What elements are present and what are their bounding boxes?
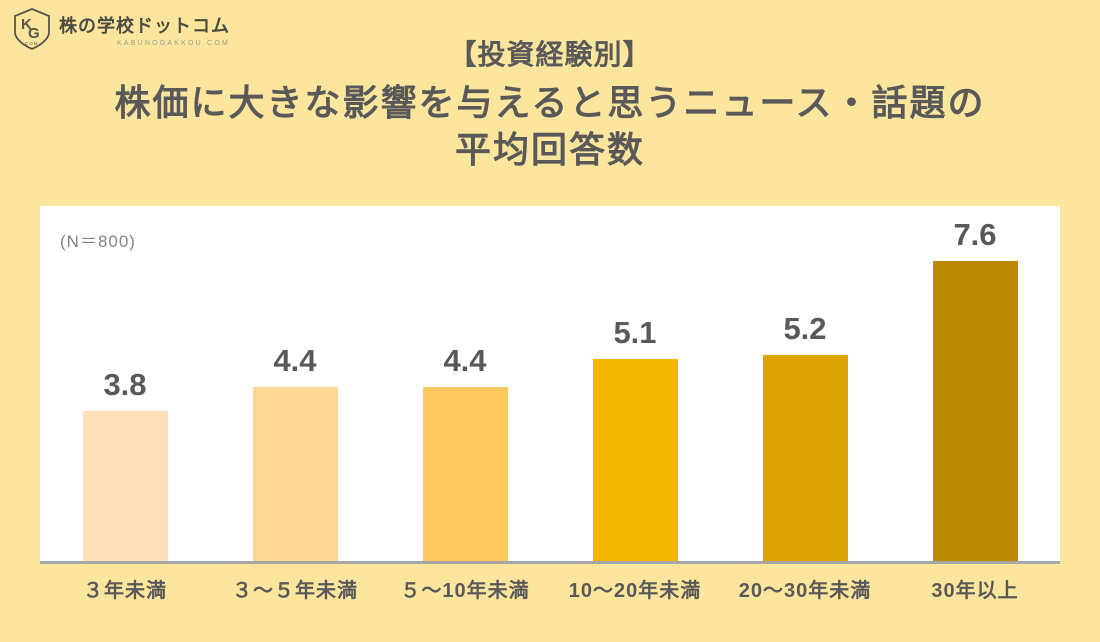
title-line2: 平均回答数 (454, 128, 645, 170)
logo-monogram-g: G (28, 25, 40, 42)
bar-value-label: 7.6 (953, 216, 997, 252)
logo-text-block: 株の学校ドットコム KABUNOGAKKOU.COM (59, 7, 230, 47)
bar-value-label: 4.4 (443, 343, 487, 379)
bar-column: 7.6 (890, 206, 1060, 561)
bar-column: 4.4 (210, 206, 380, 561)
bar (762, 355, 848, 561)
page: K G COM 株の学校ドットコム KABUNOGAKKOU.COM 【投資経験… (0, 0, 1100, 603)
bar-column: 4.4 (380, 206, 550, 561)
category-label: ５～10年未満 (400, 579, 530, 602)
bar (422, 387, 508, 561)
category-labels: ３年未満 ３～５年未満 ５～10年未満 10～20年未満 20～30年未満 30年以上 (40, 564, 1060, 603)
logo-monogram-com: COM (25, 41, 39, 46)
header: K G COM 株の学校ドットコム KABUNOGAKKOU.COM 【投資経験… (0, 0, 1100, 174)
bar-value-label: 3.8 (103, 366, 147, 402)
category-label: ３年未満 (83, 579, 167, 602)
logo-monogram-k: K (21, 16, 32, 33)
bar-column: 5.1 (550, 206, 720, 561)
page-title: 株価に大きな影響を与えると思うニュース・話題の 平均回答数 (0, 80, 1100, 174)
bar (592, 359, 678, 561)
bar-column: 5.2 (720, 206, 890, 561)
title-block: 【投資経験別】 株価に大きな影響を与えると思うニュース・話題の 平均回答数 (0, 0, 1100, 174)
sample-size-label: (N＝800) (60, 231, 136, 251)
bar-value-label: 4.4 (273, 343, 317, 379)
logo-title: 株の学校ドットコム (59, 16, 230, 36)
logo-subtitle: KABUNOGAKKOU.COM (117, 40, 230, 47)
chart-section: (N＝800) 3.8 4.4 4.4 5.1 5.2 7.6 ３年未満 ３～５年未満 ５～1… (0, 205, 1100, 603)
title-line1: 株価に大きな影響を与えると思うニュース・話題の (114, 82, 986, 123)
bar (252, 387, 338, 561)
bar (932, 260, 1018, 561)
bar-value-label: 5.2 (783, 311, 827, 347)
title-tag: 【投資経験別】 (448, 39, 652, 70)
category-label: 20～30年未満 (738, 579, 872, 602)
plot-area: 3.8 4.4 4.4 5.1 5.2 7.6 (40, 206, 1060, 561)
bar (82, 410, 168, 561)
logo: K G COM 株の学校ドットコム KABUNOGAKKOU.COM (12, 7, 230, 51)
bar-column: 3.8 (40, 206, 210, 561)
category-label: 10～20年未満 (568, 579, 702, 602)
category-label: ３～５年未満 (232, 579, 358, 602)
category-label: 30年以上 (931, 579, 1019, 602)
logo-shield-icon: K G COM (14, 8, 50, 50)
chart-panel: (N＝800) 3.8 4.4 4.4 5.1 5.2 7.6 (40, 205, 1060, 564)
bar-value-label: 5.1 (613, 315, 657, 351)
